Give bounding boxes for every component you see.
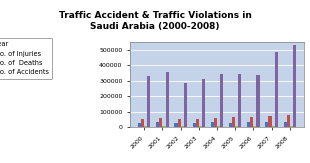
Bar xyxy=(253,126,256,127)
Bar xyxy=(184,83,187,127)
Bar xyxy=(178,119,181,127)
Bar xyxy=(214,118,217,127)
Bar xyxy=(156,122,159,127)
Bar xyxy=(220,74,223,127)
Bar xyxy=(193,123,196,127)
Bar xyxy=(202,79,205,127)
Bar xyxy=(147,76,150,127)
Bar xyxy=(293,45,296,127)
Bar xyxy=(250,117,253,127)
Bar xyxy=(138,123,141,127)
Bar xyxy=(256,75,259,127)
Text: Traffic Accident & Traffic Violations in
Saudi Arabia (2000-2008): Traffic Accident & Traffic Violations in… xyxy=(59,11,251,31)
Bar xyxy=(235,126,238,127)
Bar xyxy=(166,72,169,127)
Bar xyxy=(290,126,293,127)
Bar xyxy=(287,115,290,127)
Bar xyxy=(217,126,220,127)
Bar xyxy=(229,123,232,127)
Bar xyxy=(211,122,214,127)
Legend: Year, No. of Injuries, No. of  Deaths, No. of Accidents: Year, No. of Injuries, No. of Deaths, No… xyxy=(0,38,52,79)
Bar xyxy=(268,116,272,127)
Bar xyxy=(162,126,166,127)
Bar xyxy=(265,122,268,127)
Bar xyxy=(141,119,144,127)
Bar xyxy=(199,126,202,127)
Bar xyxy=(247,122,250,127)
Bar xyxy=(275,52,278,127)
Bar xyxy=(159,118,162,127)
Bar xyxy=(181,126,184,127)
Bar xyxy=(272,126,275,127)
Bar xyxy=(175,123,178,127)
Bar xyxy=(196,119,199,127)
Bar xyxy=(238,74,241,127)
Bar xyxy=(284,122,287,127)
Bar xyxy=(144,126,147,127)
Bar xyxy=(232,117,235,127)
